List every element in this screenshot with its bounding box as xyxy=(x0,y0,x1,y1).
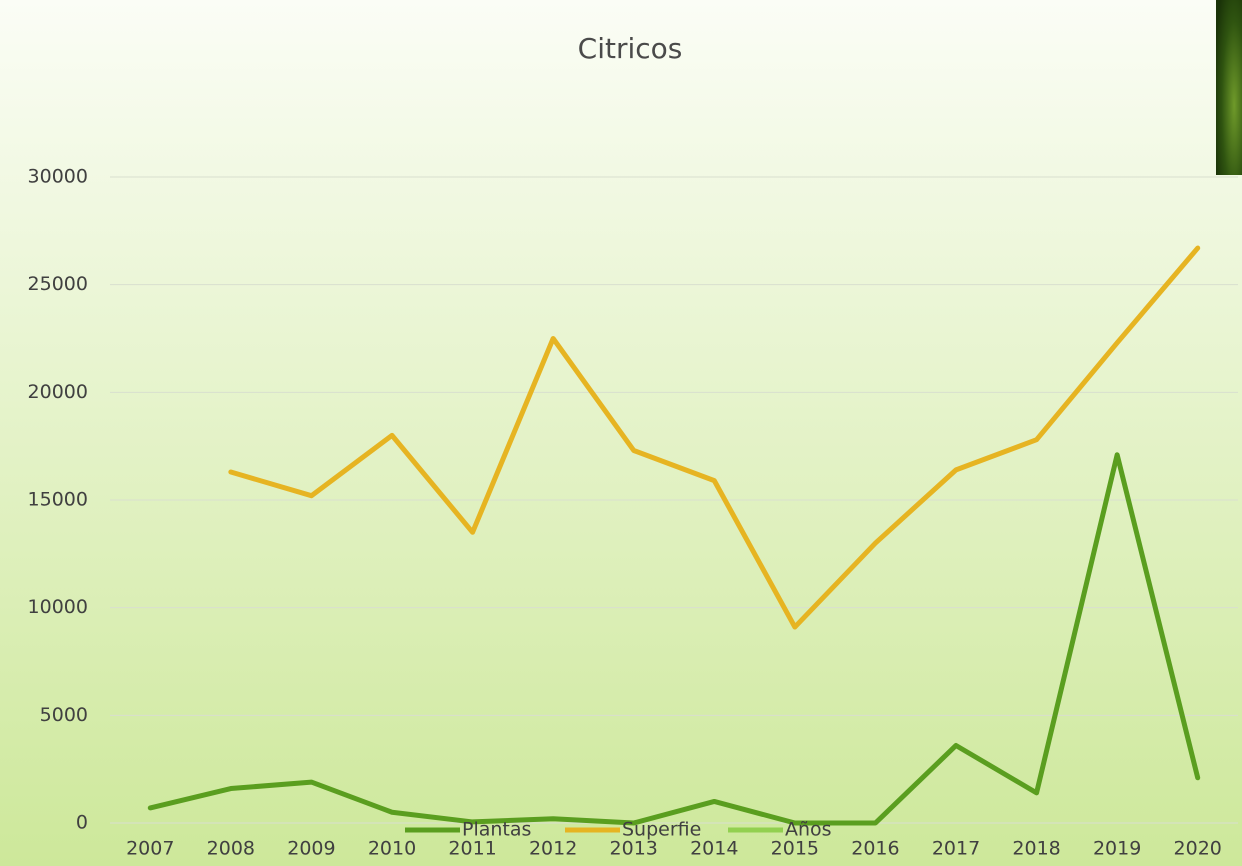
y-tick-label: 5000 xyxy=(40,704,88,726)
x-tick-label: 2017 xyxy=(932,838,980,860)
legend-label: Superfie xyxy=(622,819,701,841)
x-tick-label: 2011 xyxy=(448,838,496,860)
y-tick-label: 30000 xyxy=(28,166,88,188)
x-tick-label: 2009 xyxy=(287,838,335,860)
legend-label: Años xyxy=(785,819,832,841)
y-tick-label: 15000 xyxy=(28,489,88,511)
decorative-image xyxy=(1216,0,1242,175)
y-tick-label: 0 xyxy=(76,812,88,834)
x-tick-label: 2012 xyxy=(529,838,577,860)
x-tick-label: 2016 xyxy=(851,838,899,860)
x-tick-label: 2007 xyxy=(126,838,174,860)
x-tick-label: 2013 xyxy=(610,838,658,860)
y-tick-label: 20000 xyxy=(28,381,88,403)
y-tick-label: 10000 xyxy=(28,596,88,618)
x-tick-label: 2018 xyxy=(1012,838,1060,860)
y-tick-label: 25000 xyxy=(28,273,88,295)
x-tick-label: 2020 xyxy=(1174,838,1222,860)
chart: Citricos 0 5000 10000 15000 20000 25000 30000 2… xyxy=(0,0,1242,866)
chart-title: Citricos xyxy=(578,32,683,65)
x-tick-label: 2008 xyxy=(207,838,255,860)
x-tick-label: 2019 xyxy=(1093,838,1141,860)
legend-label: Plantas xyxy=(462,819,531,841)
x-tick-label: 2015 xyxy=(771,838,819,860)
x-tick-label: 2014 xyxy=(690,838,738,860)
x-tick-label: 2010 xyxy=(368,838,416,860)
